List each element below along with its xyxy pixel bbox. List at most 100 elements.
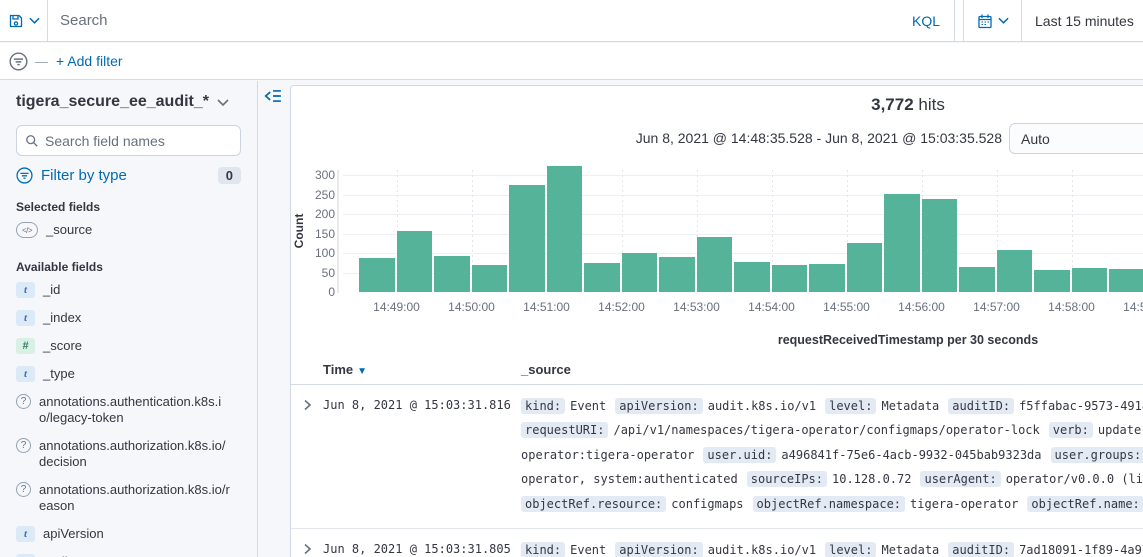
histogram-bar[interactable]	[621, 253, 657, 292]
y-axis-tick: 150	[314, 226, 335, 241]
histogram-bar[interactable]	[959, 267, 995, 292]
hits-value: 3,772	[871, 95, 914, 114]
x-axis-tick: 14:59:00	[1123, 300, 1143, 314]
gridline	[343, 194, 1143, 196]
x-axis-tick: 14:53:00	[673, 300, 720, 314]
x-axis-tick: 14:54:00	[748, 300, 795, 314]
histogram-bar[interactable]	[509, 184, 545, 292]
search-input[interactable]	[48, 0, 898, 41]
histogram-bar[interactable]	[1109, 268, 1143, 292]
field-item-_id[interactable]: t _id	[0, 276, 257, 304]
histogram-bar[interactable]	[921, 199, 957, 292]
chevron-down-icon	[28, 17, 40, 24]
gridline	[343, 214, 1143, 215]
date-quick-select-button[interactable]	[964, 0, 1022, 41]
filter-by-type-button[interactable]: Filter by type 0	[16, 167, 241, 184]
field-key-badge: objectRef.namespace:	[752, 495, 906, 512]
field-value: update	[1097, 423, 1142, 438]
field-value: Metadata	[881, 543, 940, 557]
field-key-badge: kind:	[521, 398, 566, 414]
histogram-bar[interactable]	[659, 256, 695, 292]
time-column-header[interactable]: Time ▼	[323, 361, 368, 377]
code-icon: </>	[16, 222, 38, 238]
histogram-time-range: Jun 8, 2021 @ 14:48:35.528 - Jun 8, 2021…	[635, 130, 1002, 146]
field-name: _id	[43, 282, 61, 297]
filter-icon	[16, 167, 33, 184]
field-item-annotations-authorization-k8s-io-reason[interactable]: ? annotations.authorization.k8s.io/reason	[0, 476, 257, 520]
query-bar: KQL	[0, 0, 955, 41]
field-key-badge: userAgent:	[920, 471, 1001, 488]
field-value: 10.128.0.72	[832, 472, 912, 487]
field-search-input[interactable]	[45, 132, 232, 149]
histogram-bar[interactable]	[1034, 269, 1070, 292]
gridline	[343, 233, 1143, 235]
field-value: 7ad18091-1f89-4a97-9	[1019, 543, 1143, 557]
histogram-bar[interactable]	[771, 264, 807, 292]
source-line: kind: Event apiVersion: audit.k8s.io/v1 leve…	[521, 538, 1143, 557]
field-item-_index[interactable]: t _index	[0, 304, 257, 332]
expand-row-button[interactable]	[291, 538, 323, 557]
field-key-badge: requestURI:	[521, 422, 609, 439]
histogram-bar[interactable]	[884, 193, 920, 292]
filter-icon	[9, 51, 28, 71]
time-range-button[interactable]: Last 15 minutes	[1035, 12, 1134, 29]
x-axis-tick: 14:56:00	[898, 300, 945, 314]
gridline	[846, 170, 848, 292]
histogram-bar[interactable]	[696, 237, 732, 292]
field-value: configmaps	[671, 496, 744, 511]
field-key-badge: user.uid:	[703, 446, 777, 463]
field-item-_score[interactable]: # _score	[0, 332, 257, 360]
field-key-badge: level:	[825, 542, 877, 557]
histogram-bar[interactable]	[734, 261, 770, 292]
field-item-_source[interactable]: </> _source	[0, 216, 257, 244]
histogram-bar[interactable]	[396, 230, 432, 292]
x-axis-tick: 14:55:00	[823, 300, 870, 314]
histogram-bar[interactable]	[471, 265, 507, 292]
histogram-bar[interactable]	[846, 243, 882, 292]
field-item-auditID[interactable]: tauditID	[0, 548, 257, 557]
histogram-bar[interactable]	[546, 166, 582, 292]
field-key-badge: verb:	[1048, 422, 1093, 439]
field-item-_type[interactable]: t _type	[0, 360, 257, 388]
field-item-annotations-authentication-k8s-io-legacy-token[interactable]: ? annotations.authentication.k8s.io/legac…	[0, 388, 257, 432]
hits-label: hits	[918, 95, 945, 114]
field-item-apiVersion[interactable]: t apiVersion	[0, 520, 257, 548]
histogram-bar[interactable]	[584, 262, 620, 292]
collapse-sidebar-button[interactable]	[264, 88, 282, 104]
query-toolbar: KQL Last 15 minutes	[0, 0, 1143, 42]
field-item-annotations-authorization-k8s-io-decision[interactable]: ? annotations.authorization.k8s.io/decisi…	[0, 432, 257, 476]
gridline	[696, 170, 698, 292]
field-value: operator, system:authenticated	[521, 472, 738, 487]
row-source: kind: Event apiVersion: audit.k8s.io/v1 leve…	[521, 538, 1143, 557]
histogram-bar[interactable]	[359, 257, 395, 292]
gridline	[471, 170, 473, 292]
interval-select[interactable]: Auto	[1009, 123, 1143, 154]
index-pattern-switcher[interactable]: tigera_secure_ee_audit_*	[0, 81, 257, 111]
y-axis-tick: 0	[328, 285, 335, 299]
histogram-bar[interactable]	[434, 255, 470, 292]
field-key-badge: kind:	[521, 542, 566, 557]
add-filter-button[interactable]: + Add filter	[56, 53, 123, 69]
fields-sidebar: tigera_secure_ee_audit_* Filter by type …	[0, 81, 258, 557]
number-field-icon: #	[16, 338, 35, 354]
x-axis-tick: 14:51:00	[523, 300, 570, 314]
saved-query-menu-button[interactable]	[0, 0, 48, 41]
kql-button[interactable]: KQL	[911, 12, 940, 29]
x-axis-tick: 14:49:00	[373, 300, 420, 314]
save-icon	[8, 13, 24, 29]
index-pattern-name: tigera_secure_ee_audit_*	[16, 93, 209, 110]
x-axis-tick: 14:58:00	[1048, 300, 1095, 314]
field-name: _source	[46, 222, 93, 237]
selected-fields-list: </> _source	[0, 216, 257, 244]
chevron-down-icon	[217, 98, 229, 106]
histogram-bar[interactable]	[996, 249, 1032, 292]
field-key-badge: auditID:	[948, 542, 1015, 557]
expand-row-button[interactable]	[291, 394, 323, 516]
histogram-bar[interactable]	[809, 263, 845, 292]
table-row: Jun 8, 2021 @ 15:03:31.816 kind: Event apiV…	[291, 385, 1143, 530]
histogram-chart[interactable]: Count requestReceivedTimestamp per 30 se…	[291, 86, 1143, 351]
table-body: Jun 8, 2021 @ 15:03:31.816 kind: Event apiV…	[291, 385, 1143, 557]
gridline	[771, 170, 773, 292]
y-axis-line	[337, 170, 339, 293]
histogram-bar[interactable]	[1071, 268, 1107, 292]
